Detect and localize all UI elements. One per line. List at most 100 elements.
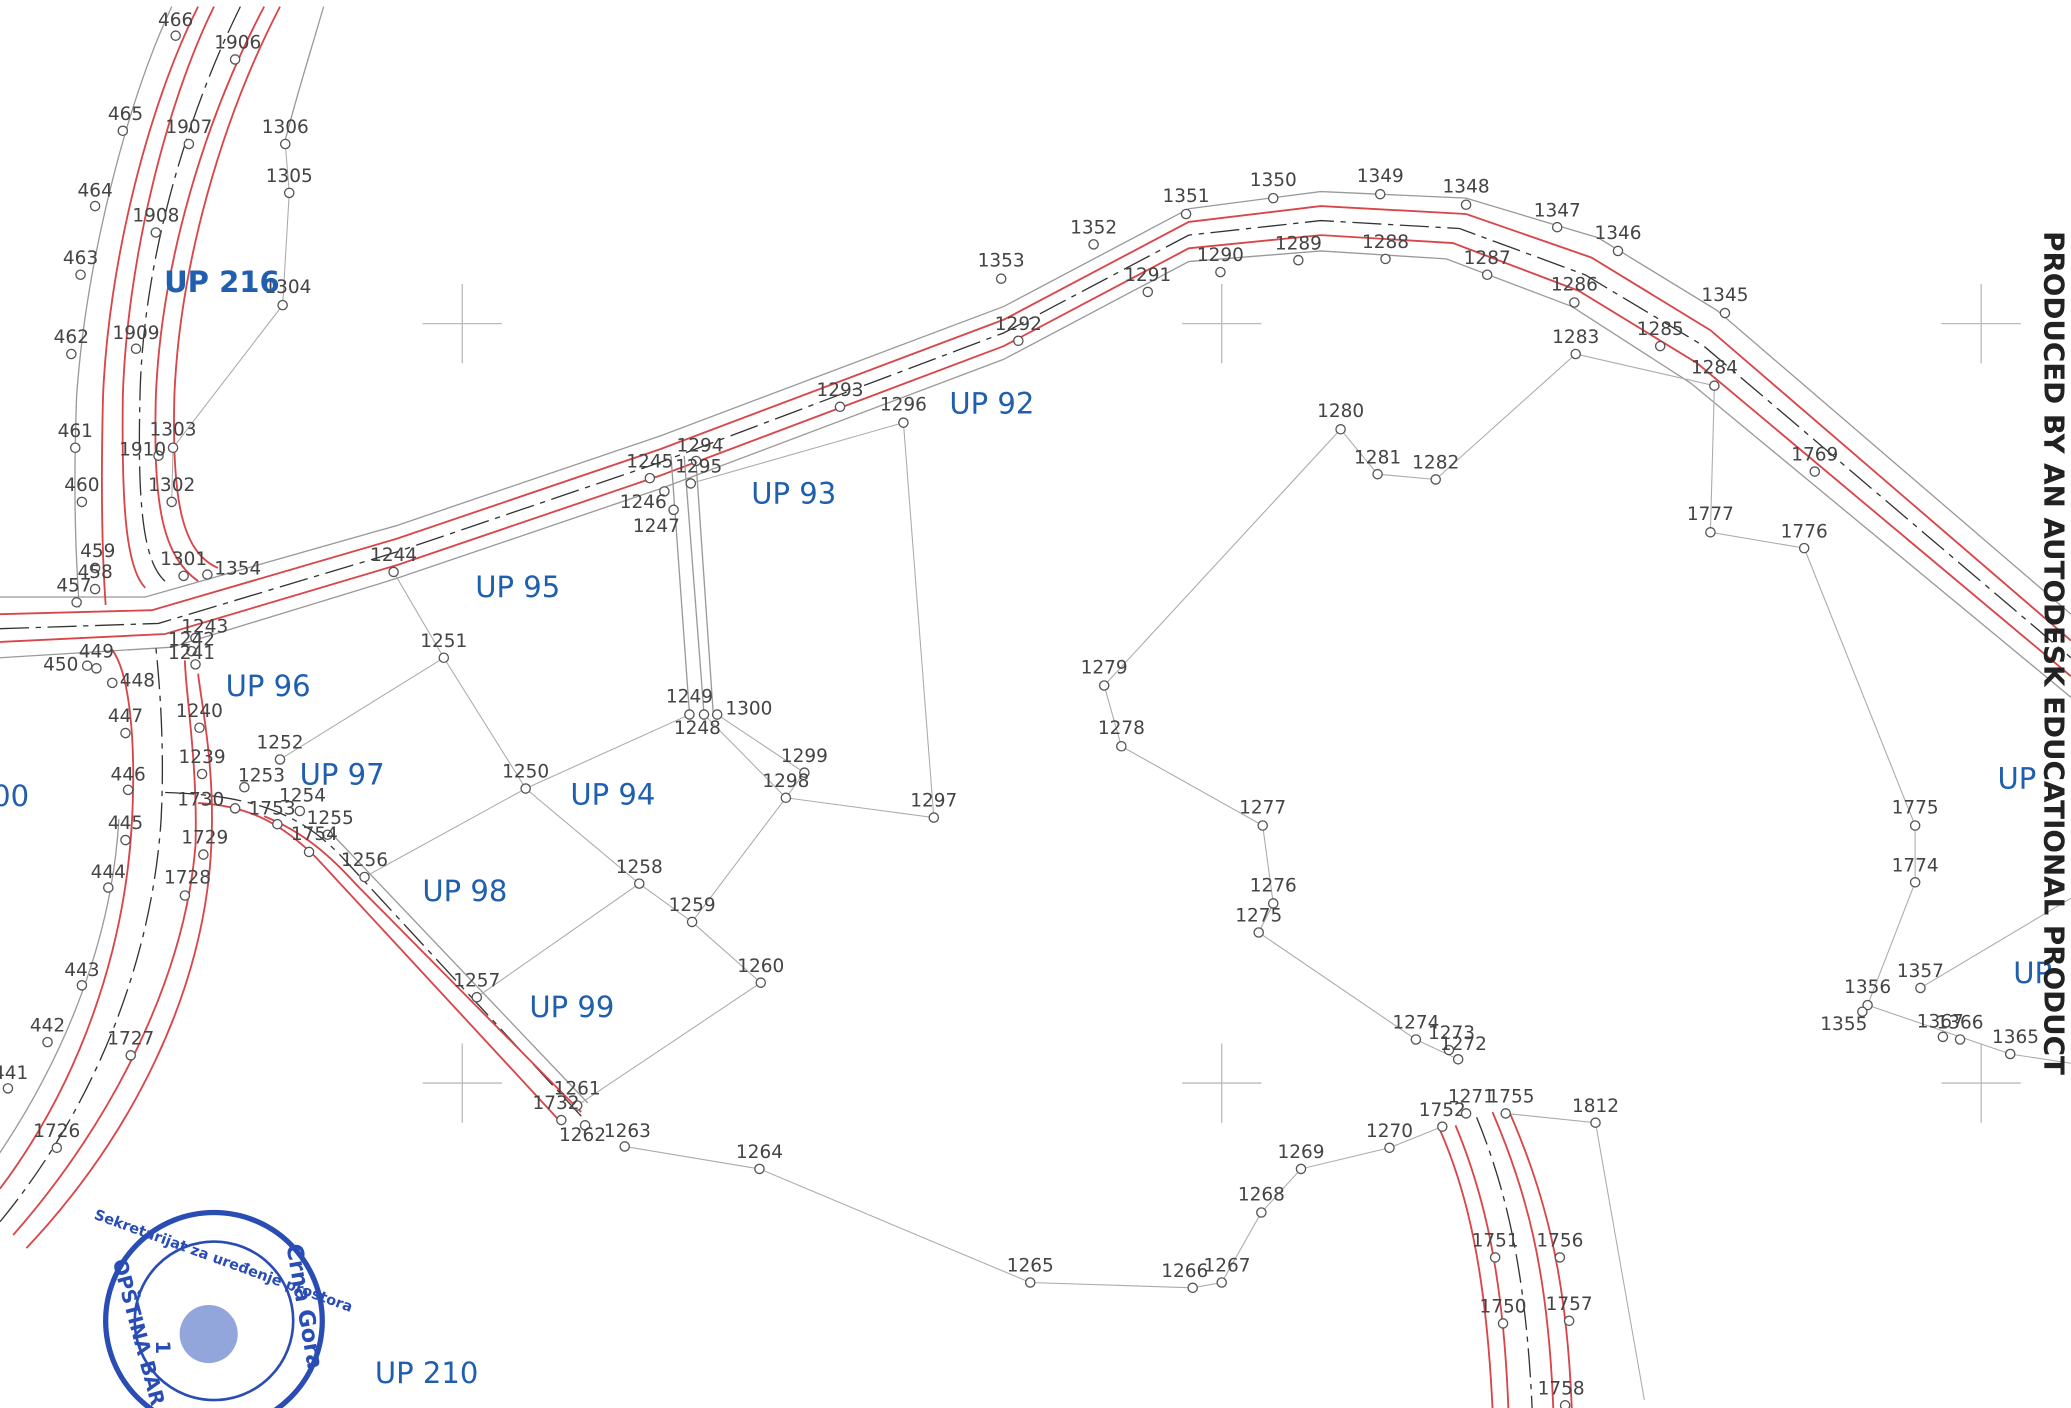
point-label: 1753	[249, 799, 296, 820]
survey-point	[1857, 1006, 1868, 1018]
survey-point	[1088, 239, 1099, 250]
point-label: 1244	[370, 545, 417, 566]
point-label: 1304	[264, 277, 311, 298]
point-label: 1909	[113, 323, 160, 344]
point-label: 1241	[168, 643, 215, 664]
point-label: 1274	[1392, 1013, 1439, 1034]
point-label: 1293	[816, 380, 863, 401]
survey-point	[1430, 474, 1441, 485]
survey-point	[1384, 1142, 1395, 1154]
survey-point	[1590, 1117, 1601, 1128]
survey-point	[1554, 1252, 1566, 1263]
survey-point	[1180, 208, 1192, 220]
point-label: 449	[79, 641, 114, 662]
point-label: 1255	[307, 808, 354, 829]
survey-point	[196, 768, 208, 780]
point-label: 1258	[616, 857, 663, 878]
point-label: 1754	[291, 824, 338, 845]
survey-point	[1374, 188, 1386, 200]
point-label: 1345	[1701, 285, 1748, 306]
roads	[0, 6, 2071, 1408]
survey-point	[76, 980, 88, 991]
point-label: 1257	[453, 970, 500, 991]
point-label: 1254	[279, 785, 326, 806]
parcel-label: UP 92	[949, 387, 1034, 421]
survey-point	[633, 878, 645, 889]
point-label: 1272	[1440, 1034, 1487, 1055]
point-label: 444	[91, 862, 126, 883]
point-label: 1290	[1197, 245, 1244, 266]
point-label: 1907	[165, 117, 212, 138]
stamp-ring	[103, 1209, 325, 1408]
survey-point	[89, 583, 101, 595]
survey-point	[190, 659, 201, 670]
survey-point	[103, 882, 114, 893]
survey-point	[70, 442, 81, 454]
survey-point	[106, 677, 118, 689]
point-label: 1757	[1546, 1294, 1593, 1315]
crosshairs	[422, 283, 2021, 1123]
point-label: 1249	[666, 686, 713, 707]
point-label: 1351	[1163, 186, 1210, 207]
parcel-label: UP 94	[570, 777, 655, 811]
survey-point	[153, 450, 164, 461]
survey-point	[644, 472, 656, 484]
survey-point	[2004, 1048, 2016, 1060]
point-label: 465	[108, 104, 143, 125]
stamp-emblem	[179, 1304, 238, 1364]
point-label: 1776	[1781, 521, 1828, 542]
point-label: 1303	[150, 420, 197, 441]
survey-point	[711, 709, 723, 720]
survey-point	[520, 783, 531, 794]
survey-point	[799, 767, 810, 778]
survey-point	[690, 455, 702, 467]
survey-point	[1909, 820, 1921, 831]
point-label: 1278	[1098, 718, 1145, 739]
survey-point	[1256, 1207, 1267, 1218]
survey-point	[1410, 1034, 1422, 1045]
stamp-ring	[133, 1240, 295, 1402]
survey-point	[179, 890, 191, 901]
survey-point	[1719, 307, 1731, 319]
point-label: 1248	[674, 718, 721, 739]
point-label: 1356	[1844, 977, 1891, 998]
point-label: 457	[56, 575, 91, 596]
survey-point	[1452, 1054, 1464, 1065]
point-label: 1246	[620, 492, 667, 513]
survey-point	[277, 299, 288, 311]
stamp-text: OPŠTINA BAR	[108, 1256, 170, 1408]
point-label: 1299	[781, 746, 828, 767]
survey-point	[1654, 340, 1666, 352]
point-label: 1265	[1007, 1256, 1054, 1277]
survey-point	[579, 1120, 591, 1131]
survey-point	[170, 30, 181, 41]
point-label: 1755	[1487, 1087, 1534, 1108]
parcel-label: UP 98	[422, 874, 507, 908]
stamp-text: 1	[151, 1340, 174, 1354]
survey-point	[1216, 1277, 1228, 1288]
survey-point	[1909, 877, 1921, 888]
point-label: 441	[0, 1063, 28, 1084]
point-label: 1355	[1820, 1014, 1867, 1035]
point-label: 448	[120, 671, 155, 692]
survey-point	[272, 818, 283, 830]
survey-point	[1024, 1277, 1036, 1288]
point-label: 1367	[1917, 1011, 1964, 1032]
parcel-label: UP 93	[751, 476, 836, 510]
point-label: 1259	[669, 895, 716, 916]
survey-point	[229, 54, 241, 65]
point-label: 447	[108, 706, 143, 727]
survey-point	[294, 805, 306, 817]
survey-point	[1335, 423, 1346, 435]
survey-point	[1116, 740, 1127, 752]
point-label: 1910	[119, 439, 166, 460]
survey-point	[1187, 1282, 1198, 1294]
survey-point	[684, 709, 695, 720]
survey-point	[1937, 1031, 1949, 1043]
point-label: 1276	[1250, 875, 1297, 896]
point-label: 466	[158, 10, 193, 31]
survey-point	[322, 829, 333, 841]
survey-point	[1437, 1121, 1448, 1132]
point-label: 459	[80, 541, 115, 562]
point-label: 458	[77, 562, 112, 583]
